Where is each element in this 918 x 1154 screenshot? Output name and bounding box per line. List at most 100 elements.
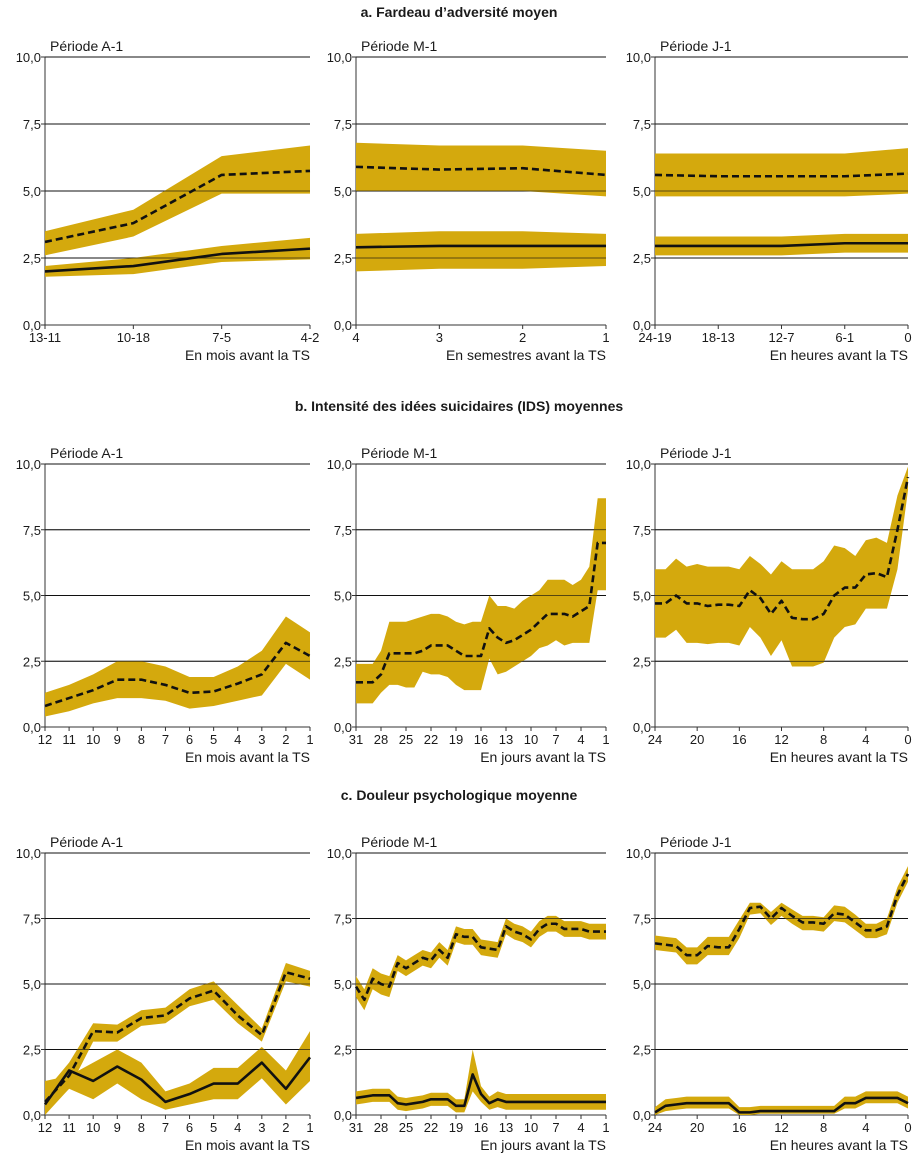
x-tick-label: 3: [258, 1120, 265, 1135]
x-axis-label: En mois avant la TS: [185, 749, 310, 765]
x-tick-label: 10: [524, 1120, 538, 1135]
series-line-dashed: [355, 165, 607, 177]
panel-0-2: 0,0 2,5 5,0 7,5 10,0 24-19 18-13 12-7 6-1 0 En heu…: [626, 38, 912, 363]
y-tick-label: 5,0: [23, 184, 41, 199]
panel-2-2: 0,0 2,5 5,0 7,5 10,0 24 20 16 12 8 4 0 En heures ava…: [626, 834, 912, 1153]
x-tick-label: 20: [690, 1120, 704, 1135]
y-tick-label: 7,5: [633, 117, 651, 132]
panel-1-0: 0,0 2,5 5,0 7,5 10,0 12 11 10 9 8 7 6 5 4 3 2 1 En mois a…: [16, 445, 314, 765]
y-tick-label: 5,0: [633, 184, 651, 199]
confidence-band-dashed: [655, 466, 908, 667]
x-axis-label: En semestres avant la TS: [446, 347, 606, 363]
y-tick-label: 5,0: [334, 977, 352, 992]
x-tick-label: 20: [690, 732, 704, 747]
x-tick-label: 4: [862, 1120, 869, 1135]
y-tick-label: 10,0: [327, 457, 352, 472]
x-tick-label: 8: [820, 732, 827, 747]
section-0: a. Fardeau d’adversité moyen 0,0 2,5 5,0 7,5…: [16, 4, 912, 363]
x-tick-label: 11: [62, 732, 76, 747]
x-tick-label: 1: [602, 1120, 609, 1135]
x-tick-label: 9: [114, 732, 121, 747]
y-tick-label: 7,5: [23, 523, 41, 538]
x-tick-label: 4: [577, 732, 584, 747]
y-tick-label: 5,0: [23, 589, 41, 604]
y-tick-label: 10,0: [327, 50, 352, 65]
series-line-dashed: [654, 172, 909, 178]
x-tick-label: 4: [352, 330, 359, 345]
y-tick-label: 7,5: [23, 117, 41, 132]
series-line-dashed: [44, 641, 311, 708]
x-tick-label: 11: [62, 1120, 76, 1135]
x-tick-label: 16: [474, 1120, 488, 1135]
x-tick-label: 0: [904, 1120, 911, 1135]
confidence-band-dashed: [655, 148, 908, 197]
y-tick-label: 7,5: [334, 912, 352, 927]
y-tick-label: 10,0: [16, 846, 41, 861]
confidence-band-dashed: [655, 866, 908, 965]
x-tick-label: 19: [449, 732, 463, 747]
section-title: b. Intensité des idées suicidaires (IDS)…: [295, 398, 624, 414]
series-line-solid: [355, 244, 606, 249]
y-tick-label: 5,0: [334, 184, 352, 199]
y-tick-label: 2,5: [633, 251, 651, 266]
x-tick-label: 25: [399, 1120, 413, 1135]
y-tick-label: 7,5: [334, 523, 352, 538]
y-tick-label: 0,0: [23, 318, 41, 333]
panel-title: Période A-1: [50, 445, 123, 461]
x-tick-label: 2: [519, 330, 526, 345]
x-tick-label: 10: [86, 1120, 100, 1135]
panel-title: Période J-1: [660, 445, 732, 461]
x-tick-label: 13: [499, 1120, 513, 1135]
panel-1-1: 0,0 2,5 5,0 7,5 10,0 31 28 25 22 19 16 13 10 7 4 1 En jo…: [327, 445, 610, 765]
y-tick-label: 0,0: [633, 318, 651, 333]
y-tick-label: 5,0: [23, 977, 41, 992]
x-tick-label: 2: [282, 1120, 289, 1135]
panel-1-2: 0,0 2,5 5,0 7,5 10,0 24 20 16 12 8 4 0 En heures ava…: [626, 445, 912, 765]
x-tick-label: 24: [648, 1120, 662, 1135]
y-tick-label: 0,0: [334, 318, 352, 333]
x-tick-label: 9: [114, 1120, 121, 1135]
x-tick-label: 22: [424, 1120, 438, 1135]
x-tick-label: 1: [602, 330, 609, 345]
y-tick-label: 10,0: [626, 50, 651, 65]
x-axis-label: En heures avant la TS: [770, 347, 908, 363]
x-tick-label: 12: [38, 732, 52, 747]
y-tick-label: 5,0: [334, 589, 352, 604]
section-1: b. Intensité des idées suicidaires (IDS)…: [16, 398, 912, 765]
y-tick-label: 0,0: [334, 1108, 352, 1123]
panel-2-1: 0,0 2,5 5,0 7,5 10,0 31 28 25 22 19 16 13 10 7 4 1 En jo…: [327, 834, 610, 1153]
series-line-dashed: [44, 169, 311, 244]
series-line-solid: [43, 1056, 312, 1106]
panel-2-0: 0,0 2,5 5,0 7,5 10,0 12 11 10 9 8 7 6 5 4 3 2 1 En mois a…: [16, 834, 314, 1153]
x-axis-label: En jours avant la TS: [480, 1137, 606, 1153]
y-tick-label: 10,0: [626, 846, 651, 861]
x-tick-label: 18-13: [702, 330, 735, 345]
x-axis-label: En heures avant la TS: [770, 1137, 908, 1153]
panel-title: Période J-1: [660, 38, 732, 54]
x-tick-label: 4: [862, 732, 869, 747]
panel-title: Période M-1: [361, 834, 437, 850]
x-tick-label: 3: [258, 732, 265, 747]
y-tick-label: 5,0: [633, 977, 651, 992]
series-line-solid: [654, 1096, 909, 1114]
y-tick-label: 10,0: [16, 50, 41, 65]
section-title: c. Douleur psychologique moyenne: [341, 787, 578, 803]
x-tick-label: 8: [138, 732, 145, 747]
confidence-band-solid: [356, 231, 606, 272]
confidence-band-dashed: [45, 616, 310, 717]
series-line-solid: [355, 1073, 606, 1108]
series-line-dashed: [654, 873, 910, 957]
y-tick-label: 2,5: [23, 251, 41, 266]
x-tick-label: 7: [552, 1120, 559, 1135]
y-tick-label: 2,5: [633, 1043, 651, 1058]
x-tick-label: 3: [436, 330, 443, 345]
panel-title: Période J-1: [660, 834, 732, 850]
x-tick-label: 22: [424, 732, 438, 747]
y-tick-label: 10,0: [16, 457, 41, 472]
x-tick-label: 4-2: [301, 330, 320, 345]
x-tick-label: 1: [306, 732, 313, 747]
x-tick-label: 13-11: [29, 330, 61, 345]
y-tick-label: 7,5: [334, 117, 352, 132]
confidence-band-dashed: [356, 498, 606, 704]
